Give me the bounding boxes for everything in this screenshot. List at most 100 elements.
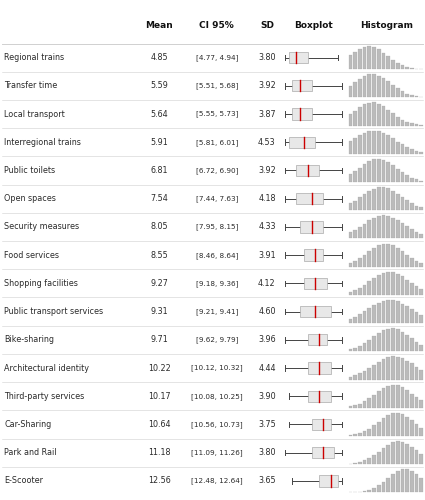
Text: Open spaces: Open spaces [4, 194, 56, 203]
Bar [410, 446, 414, 464]
Text: [9.18, 9.36]: [9.18, 9.36] [196, 280, 238, 286]
Bar [382, 187, 385, 210]
Bar [363, 311, 366, 323]
Text: 4.12: 4.12 [258, 279, 276, 288]
Bar [415, 150, 419, 154]
Text: [5.81, 6.01]: [5.81, 6.01] [196, 139, 238, 145]
Bar [358, 168, 362, 182]
Bar [358, 48, 362, 69]
Text: 3.80: 3.80 [258, 448, 276, 457]
Bar [358, 198, 362, 210]
Bar [363, 76, 366, 98]
Bar [386, 300, 390, 323]
Text: 9.31: 9.31 [150, 307, 168, 316]
Bar [348, 141, 352, 154]
Bar [377, 422, 381, 436]
Bar [391, 413, 395, 436]
Bar [372, 47, 376, 69]
Bar [363, 284, 366, 295]
Text: [5.55, 5.73]: [5.55, 5.73] [196, 110, 238, 117]
Bar [396, 194, 399, 210]
Bar [400, 172, 404, 182]
Bar [363, 194, 366, 210]
Bar [348, 204, 352, 210]
Bar [400, 358, 404, 380]
Text: [12.48, 12.64]: [12.48, 12.64] [191, 478, 243, 484]
Bar [353, 348, 357, 352]
Bar [353, 463, 357, 464]
Bar [386, 216, 390, 238]
Bar [391, 218, 395, 238]
Bar [382, 359, 385, 380]
Bar [353, 434, 357, 436]
Bar [372, 160, 376, 182]
Bar [386, 386, 390, 408]
Bar [410, 124, 414, 126]
Bar [367, 340, 371, 351]
Bar [400, 387, 404, 408]
Text: Food services: Food services [4, 250, 59, 260]
Bar [391, 356, 395, 380]
Text: Car-Sharing: Car-Sharing [4, 420, 51, 429]
Bar [391, 442, 395, 464]
Bar [400, 197, 404, 210]
Bar [377, 187, 381, 210]
Bar [289, 136, 315, 148]
Bar [415, 180, 419, 182]
Bar [410, 364, 414, 380]
Bar [363, 255, 366, 266]
Bar [382, 53, 385, 69]
Bar [382, 418, 385, 436]
Bar [353, 200, 357, 210]
Text: [10.12, 10.32]: [10.12, 10.32] [191, 364, 243, 372]
Bar [377, 104, 381, 126]
Bar [419, 263, 423, 266]
Bar [296, 193, 323, 204]
Bar [363, 401, 366, 408]
Text: [10.08, 10.25]: [10.08, 10.25] [191, 393, 243, 400]
Bar [372, 218, 376, 238]
Text: [11.09, 11.26]: [11.09, 11.26] [191, 450, 243, 456]
Bar [396, 220, 399, 238]
Bar [391, 114, 395, 126]
Bar [377, 333, 381, 351]
Bar [358, 404, 362, 408]
Bar [415, 397, 419, 408]
Bar [348, 232, 352, 238]
Bar [405, 226, 409, 238]
Bar [400, 414, 404, 436]
Text: 10.17: 10.17 [148, 392, 171, 400]
Bar [386, 162, 390, 182]
Bar [358, 258, 362, 266]
Bar [386, 358, 390, 380]
Bar [372, 394, 376, 408]
Bar [396, 142, 399, 154]
Bar [382, 78, 385, 98]
Text: 5.64: 5.64 [150, 110, 168, 118]
Bar [382, 448, 385, 464]
Bar [400, 223, 404, 238]
Bar [377, 132, 381, 154]
Bar [415, 424, 419, 436]
Text: E-Scooter: E-Scooter [4, 476, 43, 486]
Bar [312, 419, 331, 430]
Bar [391, 300, 395, 323]
Text: 3.80: 3.80 [258, 53, 276, 62]
Text: 5.91: 5.91 [150, 138, 168, 147]
Bar [348, 350, 352, 352]
Bar [386, 415, 390, 436]
Bar [419, 370, 423, 380]
Bar [405, 254, 409, 266]
Bar [419, 454, 423, 464]
Bar [391, 474, 395, 492]
Bar [348, 174, 352, 182]
Bar [415, 450, 419, 464]
Text: Local transport: Local transport [4, 110, 65, 118]
Bar [410, 95, 414, 98]
Bar [367, 458, 371, 464]
Text: 3.96: 3.96 [258, 336, 276, 344]
Bar [396, 330, 399, 351]
Bar [367, 74, 371, 98]
Bar [367, 252, 371, 266]
Bar [367, 131, 371, 154]
